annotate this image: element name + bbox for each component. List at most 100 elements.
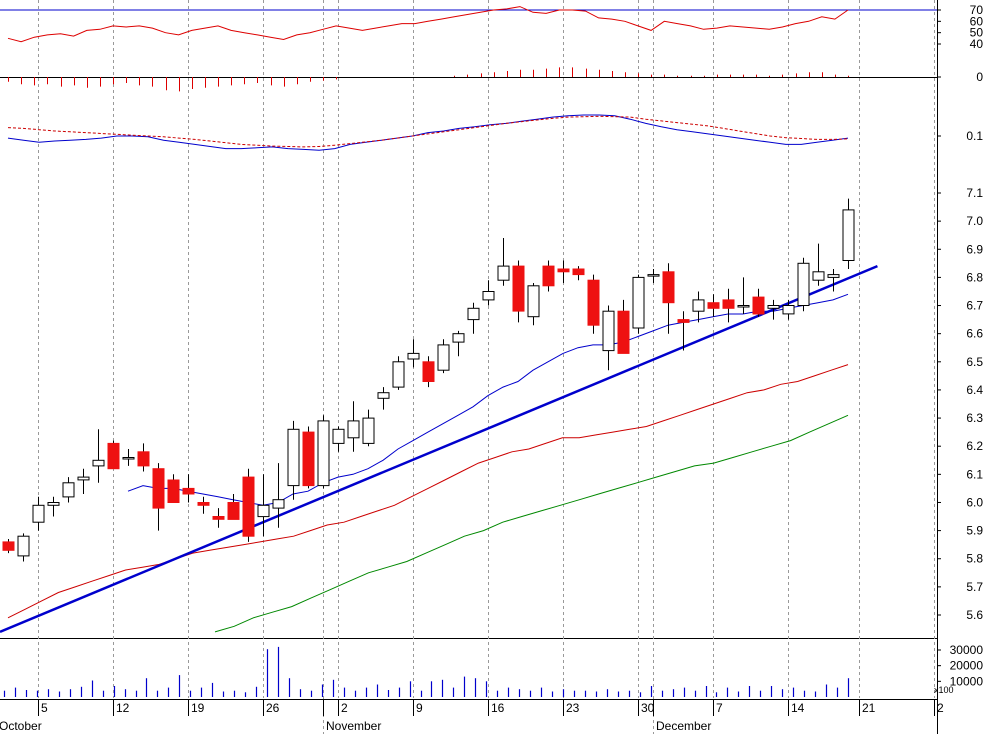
macd-signal-line <box>7 115 849 148</box>
candle-body <box>662 271 675 304</box>
price-tick-label: 6.4 <box>966 383 983 397</box>
moving-average-mid <box>7 364 849 619</box>
candle-body <box>737 305 750 308</box>
volume-bars <box>3 646 850 697</box>
price-tick-label: 5.6 <box>966 608 983 622</box>
candle-body <box>452 333 465 343</box>
candle-body <box>257 504 270 518</box>
candle-body <box>467 307 480 321</box>
x-day-label: 2 <box>937 701 944 715</box>
candle-body <box>632 276 645 329</box>
candle-body <box>407 352 420 360</box>
candle-body <box>557 268 570 273</box>
price-tick-label: 6.7 <box>966 299 983 313</box>
price-tick-label: 6.2 <box>966 439 983 453</box>
x-day-label: 12 <box>116 701 130 715</box>
price-tick-label: 6.3 <box>966 411 983 425</box>
candle-body <box>797 262 810 306</box>
candle-body <box>62 482 75 498</box>
rsi-line <box>7 6 849 43</box>
candle-body <box>722 299 735 309</box>
rsi-panel <box>0 0 937 78</box>
candle-body <box>827 274 840 278</box>
candle-body <box>167 479 180 503</box>
price-tick-label: 6.1 <box>966 467 983 481</box>
momentum-histogram <box>8 67 849 92</box>
rsi-tick-label: 60 <box>970 14 984 28</box>
candle-body <box>137 451 150 467</box>
volume-multiplier-label: x100 <box>934 685 954 695</box>
vertical-gridlines <box>38 0 935 734</box>
candle-body <box>332 428 345 444</box>
candle-body <box>212 516 225 520</box>
rsi-tick-label: 40 <box>970 37 984 51</box>
candle-body <box>32 504 45 523</box>
volume-tick-label: 10000 <box>950 674 984 688</box>
candle-body <box>437 344 450 371</box>
price-tick-label: 5.8 <box>966 552 983 566</box>
candle-body <box>242 476 255 537</box>
candle-body <box>287 428 300 487</box>
candle-body <box>482 291 495 301</box>
candle-body <box>362 417 375 444</box>
candle-body <box>152 468 165 509</box>
x-day-label: 21 <box>862 701 876 715</box>
candle-body <box>842 209 855 261</box>
price-tick-label: 7.0 <box>966 214 983 228</box>
candle-body <box>512 265 525 312</box>
candle-body <box>392 361 405 388</box>
candle-body <box>692 299 705 312</box>
x-day-label: 5 <box>41 701 48 715</box>
candle-body <box>77 476 90 481</box>
candle-body <box>587 279 600 326</box>
x-month-label: October <box>0 719 42 733</box>
candlesticks <box>2 198 855 562</box>
price-tick-label: 6.9 <box>966 242 983 256</box>
candle-body <box>227 502 240 520</box>
candle-body <box>677 319 690 323</box>
price-tick-label: 6.8 <box>966 270 983 284</box>
candle-body <box>752 296 765 315</box>
rsi-tick-label: 50 <box>970 26 984 40</box>
price-tick-label: 7.1 <box>966 186 983 200</box>
x-day-label: 16 <box>491 701 505 715</box>
candle-body <box>527 285 540 318</box>
x-day-label: 26 <box>266 701 280 715</box>
candle-body <box>617 310 630 354</box>
candle-body <box>542 265 555 287</box>
price-tick-label: 6.6 <box>966 327 983 341</box>
momentum-tick-label: 0 <box>976 70 983 84</box>
price-tick-label: 5.9 <box>966 524 983 538</box>
candle-body <box>122 457 135 460</box>
candle-body <box>317 420 330 487</box>
rsi-tick-label: 70 <box>970 3 984 17</box>
candle-body <box>347 420 360 439</box>
x-day-label: 14 <box>791 701 805 715</box>
candle-body <box>2 541 15 551</box>
candle-body <box>47 502 60 506</box>
candle-body <box>92 459 105 467</box>
macd-lines <box>7 114 849 151</box>
x-day-label: 2 <box>341 701 348 715</box>
x-day-label: 19 <box>191 701 205 715</box>
candle-body <box>767 305 780 309</box>
candle-body <box>707 302 720 309</box>
macd-line <box>7 114 849 151</box>
candle-body <box>272 499 285 509</box>
candle-body <box>812 271 825 281</box>
candle-body <box>197 502 210 506</box>
candle-body <box>572 268 585 276</box>
candle-body <box>377 392 390 399</box>
macd-tick-label: 0.1 <box>966 129 983 143</box>
price-tick-label: 6.5 <box>966 355 983 369</box>
x-month-label: November <box>326 719 381 733</box>
x-day-label: 9 <box>416 701 423 715</box>
x-day-label: 30 <box>641 701 655 715</box>
price-tick-label: 5.7 <box>966 580 983 594</box>
price-tick-label: 6.0 <box>966 495 983 509</box>
candle-body <box>182 487 195 495</box>
volume-tick-label: 30000 <box>950 643 984 657</box>
candle-body <box>782 305 795 315</box>
